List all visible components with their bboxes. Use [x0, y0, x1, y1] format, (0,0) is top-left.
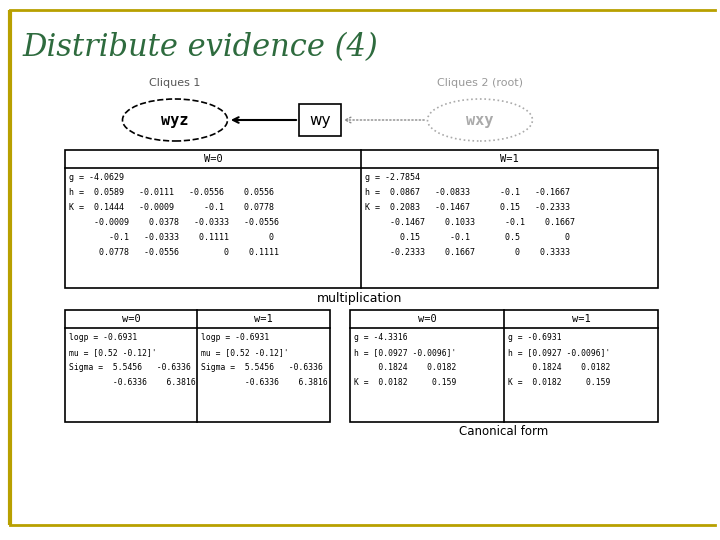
Text: K =  0.0182     0.159: K = 0.0182 0.159 [354, 378, 456, 387]
Text: g = -4.3316: g = -4.3316 [354, 333, 408, 342]
Text: Distribute evidence (4): Distribute evidence (4) [22, 32, 378, 63]
Text: h =  0.0589   -0.0111   -0.0556    0.0556: h = 0.0589 -0.0111 -0.0556 0.0556 [69, 188, 274, 197]
Text: wyz: wyz [161, 112, 189, 127]
Text: h = [0.0927 -0.0096]': h = [0.0927 -0.0096]' [508, 348, 611, 357]
Text: h =  0.0867   -0.0833      -0.1   -0.1667: h = 0.0867 -0.0833 -0.1 -0.1667 [365, 188, 570, 197]
Text: w=1: w=1 [254, 314, 273, 324]
Text: -0.2333    0.1667        0    0.3333: -0.2333 0.1667 0 0.3333 [365, 248, 570, 257]
Text: W=0: W=0 [204, 154, 222, 164]
Text: 0.1824    0.0182: 0.1824 0.0182 [508, 363, 611, 372]
Text: Sigma =  5.5456   -0.6336: Sigma = 5.5456 -0.6336 [69, 363, 191, 372]
Text: Cliques 2 (root): Cliques 2 (root) [437, 78, 523, 88]
Text: Sigma =  5.5456   -0.6336: Sigma = 5.5456 -0.6336 [201, 363, 323, 372]
Text: K =  0.2083   -0.1467      0.15   -0.2333: K = 0.2083 -0.1467 0.15 -0.2333 [365, 203, 570, 212]
Text: multiplication: multiplication [318, 292, 402, 305]
Text: w=0: w=0 [418, 314, 436, 324]
Text: -0.6336    6.3816: -0.6336 6.3816 [201, 378, 328, 387]
Text: g = -2.7854: g = -2.7854 [365, 173, 420, 182]
Text: Canonical form: Canonical form [459, 425, 549, 438]
Text: K =  0.0182     0.159: K = 0.0182 0.159 [508, 378, 611, 387]
Text: g = -0.6931: g = -0.6931 [508, 333, 562, 342]
Text: W=1: W=1 [500, 154, 519, 164]
Text: -0.1467    0.1033      -0.1    0.1667: -0.1467 0.1033 -0.1 0.1667 [365, 218, 575, 227]
Text: wxy: wxy [467, 112, 494, 127]
Bar [350, 310, 658, 422]
Text: mu = [0.52 -0.12]': mu = [0.52 -0.12]' [201, 348, 289, 357]
Text: logp = -0.6931: logp = -0.6931 [201, 333, 269, 342]
Ellipse shape [428, 99, 533, 141]
Bar [65, 150, 658, 288]
Text: w=1: w=1 [572, 314, 590, 324]
Text: Cliques 1: Cliques 1 [149, 78, 201, 88]
Text: h = [0.0927 -0.0096]': h = [0.0927 -0.0096]' [354, 348, 456, 357]
Bar [65, 310, 330, 422]
Text: -0.0009    0.0378   -0.0333   -0.0556: -0.0009 0.0378 -0.0333 -0.0556 [69, 218, 279, 227]
Text: logp = -0.6931: logp = -0.6931 [69, 333, 138, 342]
Text: mu = [0.52 -0.12]': mu = [0.52 -0.12]' [69, 348, 157, 357]
Text: -0.6336    6.3816: -0.6336 6.3816 [69, 378, 196, 387]
Text: 0.1824    0.0182: 0.1824 0.0182 [354, 363, 456, 372]
Text: g = -4.0629: g = -4.0629 [69, 173, 124, 182]
Ellipse shape [122, 99, 228, 141]
Text: wy: wy [310, 112, 330, 127]
Bar [299, 104, 341, 136]
Text: 0.0778   -0.0556         0    0.1111: 0.0778 -0.0556 0 0.1111 [69, 248, 279, 257]
Text: -0.1   -0.0333    0.1111        0: -0.1 -0.0333 0.1111 0 [69, 233, 274, 242]
Text: w=0: w=0 [122, 314, 140, 324]
Text: K =  0.1444   -0.0009      -0.1    0.0778: K = 0.1444 -0.0009 -0.1 0.0778 [69, 203, 274, 212]
Text: 0.15      -0.1       0.5         0: 0.15 -0.1 0.5 0 [365, 233, 570, 242]
